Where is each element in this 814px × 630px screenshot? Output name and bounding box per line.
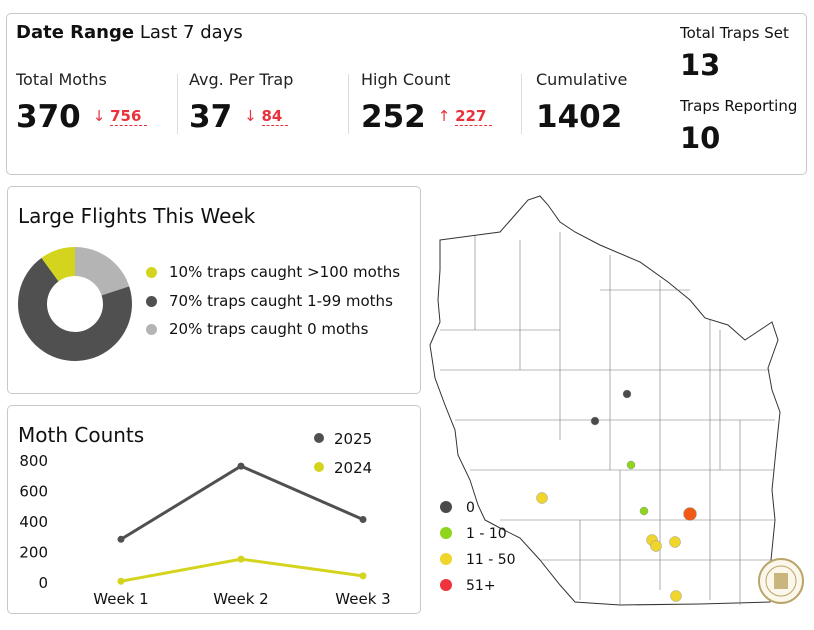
legend-label: 0 [466, 500, 475, 516]
state-outline [429, 195, 781, 606]
total-traps-value: 13 [680, 48, 721, 82]
stat-value: 252 [361, 99, 426, 135]
series-line-2025 [120, 464, 364, 541]
date-range-value: Last 7 days [139, 22, 243, 43]
stat-label: Avg. Per Trap [189, 70, 294, 89]
donut-slice[interactable] [18, 257, 132, 361]
divider [521, 74, 522, 134]
panel-title: Large Flights This Week [18, 204, 256, 228]
stat-cumulative: Cumulative 1402 [536, 70, 627, 135]
divider [348, 74, 349, 134]
legend-item: 20% traps caught 0 moths [146, 320, 368, 338]
donut-chart [18, 247, 132, 361]
legend-dot [146, 324, 157, 335]
donut-slice[interactable] [41, 247, 75, 282]
donut-slice[interactable] [75, 247, 130, 296]
data-point[interactable] [359, 515, 367, 523]
y-tick-label: 0 [38, 574, 48, 592]
trap-marker[interactable] [683, 507, 697, 521]
legend-label: 2025 [334, 430, 372, 448]
trap-marker[interactable] [639, 506, 649, 516]
stat-total-moths: Total Moths 370 ↓ 756 [16, 70, 148, 135]
legend-label: 11 - 50 [466, 552, 516, 568]
map-legend-item: 11 - 50 [440, 552, 516, 568]
x-tick-label: Week 2 [213, 590, 268, 608]
trap-marker[interactable] [622, 389, 632, 399]
legend-label: 2024 [334, 459, 372, 477]
date-range[interactable]: Date Range Last 7 days [16, 22, 243, 43]
change-value: 84 [261, 107, 289, 126]
data-point[interactable] [237, 462, 245, 470]
traps-reporting-label: Traps Reporting [680, 97, 798, 115]
moth-counts-panel: Moth Counts 0 200 400 600 800 Week 1 Week 2 Wee… [7, 405, 421, 614]
stat-label: Cumulative [536, 70, 628, 89]
wisconsin-trap-map[interactable] [425, 185, 814, 615]
arrow-down-icon: ↓ [244, 107, 257, 125]
summary-panel: Date Range Last 7 days Total Moths 370 ↓ 7… [6, 13, 807, 175]
y-tick-label: 200 [19, 544, 48, 562]
legend-label: 10% traps caught >100 moths [169, 263, 401, 281]
change-value: 227 [455, 107, 493, 126]
divider [177, 74, 178, 134]
y-tick-label: 800 [19, 452, 48, 470]
stat-change: ↓ 84 [244, 107, 289, 126]
legend-label: 51+ [466, 578, 496, 594]
dept-seal-logo [758, 558, 804, 604]
legend-dot [440, 501, 452, 513]
stat-value: 37 [189, 99, 233, 135]
traps-reporting: Traps Reporting 10 [680, 97, 797, 155]
date-range-label: Date Range [16, 22, 135, 43]
y-tick-label: 400 [19, 513, 48, 531]
data-point[interactable] [359, 572, 367, 580]
stat-change: ↓ 756 [92, 107, 148, 126]
map-legend-item: 0 [440, 500, 475, 516]
trap-marker[interactable] [590, 416, 600, 426]
x-tick-label: Week 1 [93, 590, 148, 608]
trap-marker[interactable] [626, 460, 636, 470]
trap-marker[interactable] [650, 540, 662, 552]
chart-title: Moth Counts [18, 423, 145, 447]
x-tick-label: Week 3 [335, 590, 390, 608]
large-flights-panel: Large Flights This Week 10% traps caught… [7, 186, 421, 394]
y-tick-label: 600 [19, 483, 48, 501]
stat-value: 370 [16, 99, 81, 135]
stat-value: 1402 [536, 99, 623, 135]
legend-dot [314, 433, 324, 443]
data-point[interactable] [237, 555, 245, 563]
line-chart: 0 200 400 600 800 Week 1 Week 2 Week 3 2025 2024 [19, 430, 390, 608]
legend-dot [440, 579, 452, 591]
arrow-up-icon: ↑ [437, 107, 451, 125]
legend-label: 20% traps caught 0 moths [169, 320, 369, 338]
arrow-down-icon: ↓ [92, 107, 106, 125]
trap-marker[interactable] [536, 492, 548, 504]
traps-reporting-value: 10 [680, 121, 721, 155]
legend-dot [440, 553, 452, 565]
trap-marker[interactable] [670, 590, 682, 602]
map-legend-item: 51+ [440, 578, 496, 594]
legend-dot [314, 462, 324, 472]
legend-dot [440, 527, 452, 539]
total-traps-label: Total Traps Set [680, 24, 789, 42]
data-point[interactable] [117, 535, 125, 543]
data-point[interactable] [117, 577, 125, 585]
stat-label: Total Moths [16, 70, 107, 89]
legend-label: 1 - 10 [466, 526, 507, 542]
change-value: 756 [110, 107, 148, 126]
stat-avg-per-trap: Avg. Per Trap 37 ↓ 84 [189, 70, 293, 135]
legend-item: 70% traps caught 1-99 moths [146, 292, 393, 310]
legend-item: 10% traps caught >100 moths [146, 263, 400, 281]
trap-marker[interactable] [669, 536, 681, 548]
total-traps: Total Traps Set 13 [680, 24, 789, 82]
legend-dot [146, 296, 157, 307]
stat-label: High Count [361, 70, 451, 89]
stat-change: ↑ 227 [437, 107, 493, 126]
legend-label: 70% traps caught 1-99 moths [169, 292, 393, 310]
legend-dot [146, 267, 157, 278]
map-legend-item: 1 - 10 [440, 526, 507, 542]
stat-high-count: High Count 252 ↑ 227 [361, 70, 493, 135]
